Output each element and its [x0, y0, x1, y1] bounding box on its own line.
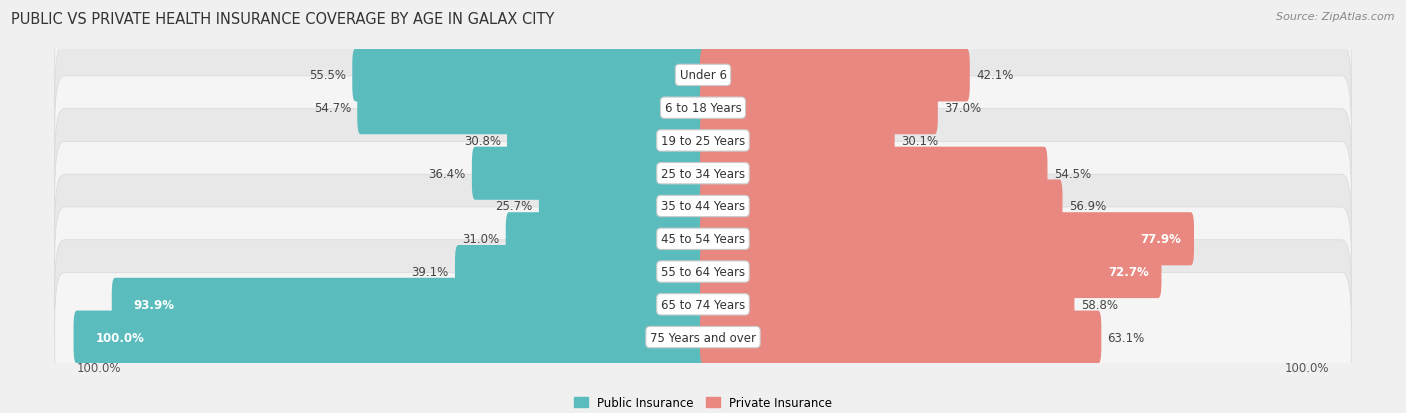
FancyBboxPatch shape: [55, 273, 1351, 402]
Text: 56.9%: 56.9%: [1069, 200, 1107, 213]
Text: 77.9%: 77.9%: [1140, 233, 1181, 246]
FancyBboxPatch shape: [353, 49, 706, 102]
Text: 39.1%: 39.1%: [412, 266, 449, 278]
Text: 65 to 74 Years: 65 to 74 Years: [661, 298, 745, 311]
FancyBboxPatch shape: [700, 180, 1063, 233]
FancyBboxPatch shape: [55, 11, 1351, 140]
Text: 6 to 18 Years: 6 to 18 Years: [665, 102, 741, 115]
FancyBboxPatch shape: [55, 44, 1351, 173]
FancyBboxPatch shape: [700, 213, 1194, 266]
Text: 25 to 34 Years: 25 to 34 Years: [661, 167, 745, 180]
FancyBboxPatch shape: [55, 77, 1351, 206]
Text: 37.0%: 37.0%: [945, 102, 981, 115]
Text: 19 to 25 Years: 19 to 25 Years: [661, 135, 745, 147]
Text: 42.1%: 42.1%: [976, 69, 1014, 82]
FancyBboxPatch shape: [55, 240, 1351, 369]
FancyBboxPatch shape: [55, 109, 1351, 238]
FancyBboxPatch shape: [700, 82, 938, 135]
Text: 55 to 64 Years: 55 to 64 Years: [661, 266, 745, 278]
FancyBboxPatch shape: [700, 49, 970, 102]
FancyBboxPatch shape: [55, 175, 1351, 304]
Text: 72.7%: 72.7%: [1108, 266, 1149, 278]
Text: 58.8%: 58.8%: [1081, 298, 1118, 311]
Text: Under 6: Under 6: [679, 69, 727, 82]
FancyBboxPatch shape: [700, 147, 1047, 200]
Text: Source: ZipAtlas.com: Source: ZipAtlas.com: [1277, 12, 1395, 22]
FancyBboxPatch shape: [456, 245, 706, 298]
FancyBboxPatch shape: [111, 278, 706, 331]
Text: 35 to 44 Years: 35 to 44 Years: [661, 200, 745, 213]
Legend: Public Insurance, Private Insurance: Public Insurance, Private Insurance: [569, 392, 837, 413]
FancyBboxPatch shape: [538, 180, 706, 233]
FancyBboxPatch shape: [700, 115, 894, 168]
FancyBboxPatch shape: [700, 311, 1101, 364]
Text: 45 to 54 Years: 45 to 54 Years: [661, 233, 745, 246]
Text: 31.0%: 31.0%: [463, 233, 499, 246]
Text: 54.5%: 54.5%: [1053, 167, 1091, 180]
Text: 93.9%: 93.9%: [134, 298, 174, 311]
FancyBboxPatch shape: [55, 207, 1351, 336]
Text: 100.0%: 100.0%: [1285, 361, 1329, 374]
Text: 100.0%: 100.0%: [77, 361, 121, 374]
Text: 36.4%: 36.4%: [429, 167, 465, 180]
FancyBboxPatch shape: [506, 213, 706, 266]
Text: 75 Years and over: 75 Years and over: [650, 331, 756, 344]
FancyBboxPatch shape: [472, 147, 706, 200]
Text: 25.7%: 25.7%: [495, 200, 533, 213]
Text: 30.1%: 30.1%: [901, 135, 938, 147]
Text: 54.7%: 54.7%: [314, 102, 352, 115]
FancyBboxPatch shape: [55, 142, 1351, 271]
FancyBboxPatch shape: [357, 82, 706, 135]
Text: 63.1%: 63.1%: [1108, 331, 1144, 344]
Text: 100.0%: 100.0%: [96, 331, 145, 344]
FancyBboxPatch shape: [508, 115, 706, 168]
FancyBboxPatch shape: [73, 311, 706, 364]
Text: 30.8%: 30.8%: [464, 135, 501, 147]
Text: 55.5%: 55.5%: [309, 69, 346, 82]
Text: PUBLIC VS PRIVATE HEALTH INSURANCE COVERAGE BY AGE IN GALAX CITY: PUBLIC VS PRIVATE HEALTH INSURANCE COVER…: [11, 12, 554, 27]
FancyBboxPatch shape: [700, 245, 1161, 298]
FancyBboxPatch shape: [700, 278, 1074, 331]
